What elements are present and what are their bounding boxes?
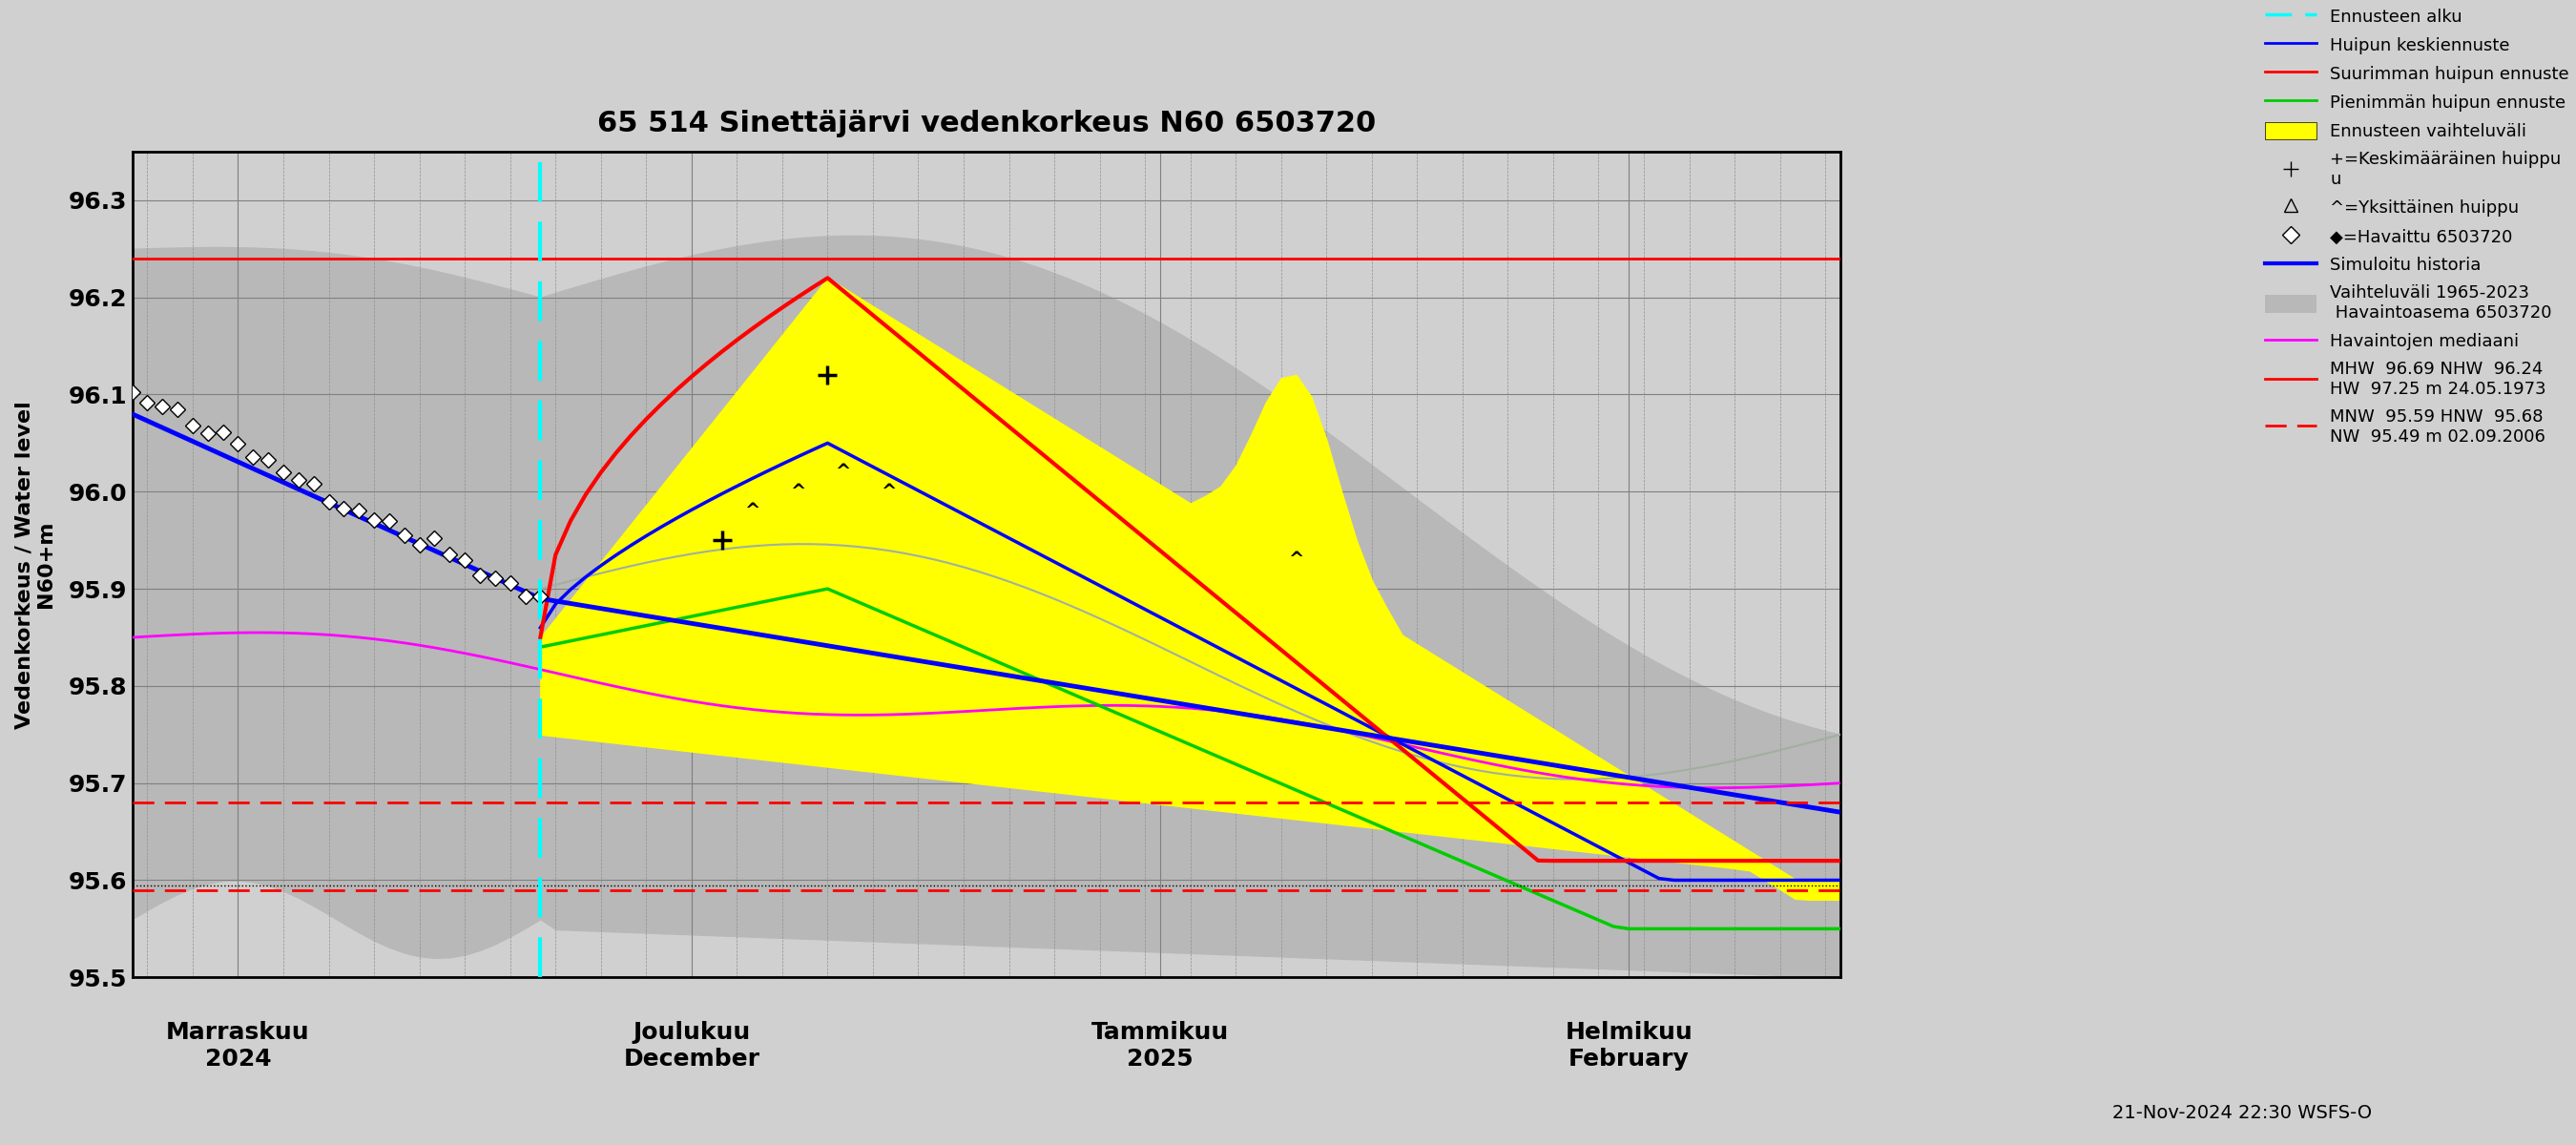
Text: ^: ^ [788,482,806,500]
Text: ^: ^ [1288,551,1303,569]
Text: ^: ^ [744,502,760,520]
Legend: Ennusteen alku, Huipun keskiennuste, Suurimman huipun ennuste, Pienimmän huipun : Ennusteen alku, Huipun keskiennuste, Suu… [2257,0,2576,452]
Text: ^: ^ [881,482,896,500]
Text: ^: ^ [835,464,850,481]
Text: 21-Nov-2024 22:30 WSFS-O: 21-Nov-2024 22:30 WSFS-O [2112,1104,2372,1122]
Y-axis label: Vedenkorkeus / Water level
N60+m: Vedenkorkeus / Water level N60+m [15,401,57,728]
Text: Joulukuu
December: Joulukuu December [623,1021,760,1071]
Title: 65 514 Sinettäjärvi vedenkorkeus N60 6503720: 65 514 Sinettäjärvi vedenkorkeus N60 650… [598,110,1376,137]
Text: Tammikuu
2025: Tammikuu 2025 [1092,1021,1229,1071]
Text: Helmikuu
February: Helmikuu February [1566,1021,1692,1071]
Text: Marraskuu
2024: Marraskuu 2024 [167,1021,309,1071]
